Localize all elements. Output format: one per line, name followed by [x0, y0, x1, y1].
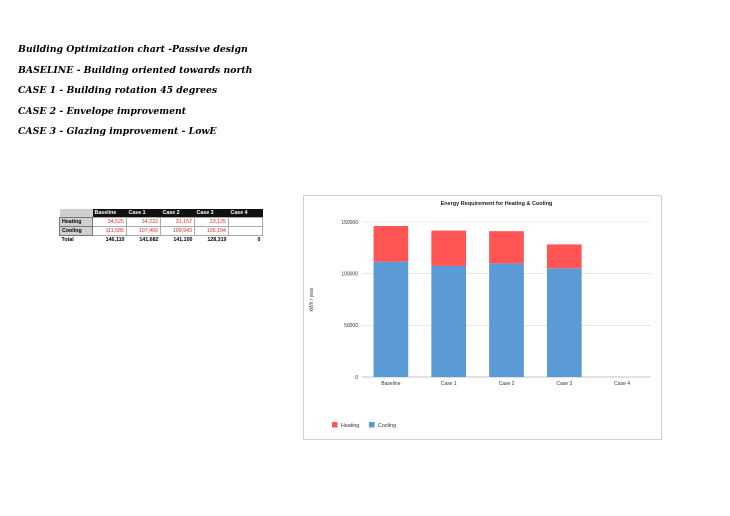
table-row-label: Heating — [59, 217, 93, 227]
y-tick-label: 50000 — [344, 323, 358, 329]
table-cell: 34,222 — [126, 217, 161, 227]
table-col-header: Case 2 — [160, 209, 195, 218]
x-tick-label: Case 2 — [499, 381, 515, 387]
table-cell — [228, 217, 263, 227]
y-tick-label: 150000 — [341, 220, 358, 226]
bar-cooling — [373, 261, 409, 377]
table-row-label: Cooling — [59, 226, 93, 236]
chart-title: Energy Requirement for Heating & Cooling — [441, 201, 553, 207]
heading-case-3: CASE 3 - Glazing improvement - LowE — [18, 126, 217, 137]
table-cell: 0 — [257, 237, 261, 243]
heading-title: Building Optimization chart -Passive des… — [18, 44, 248, 55]
legend-label: Cooling — [378, 423, 396, 429]
bar-cooling — [546, 268, 582, 377]
table-row-total: Total 146,110 141,682 141,100 128,319 0 — [60, 236, 263, 245]
table-cell: 141,100 — [173, 237, 193, 243]
table-cell: 31,157 — [160, 217, 195, 227]
heading-case-1: CASE 1 - Building rotation 45 degrees — [18, 85, 218, 96]
table-col-header: Baseline — [92, 209, 127, 218]
heading-baseline: BASELINE - Building oriented towards nor… — [18, 64, 253, 76]
x-tick-label: Case 1 — [441, 381, 457, 387]
heading-list: Building Optimization chart -Passive des… — [18, 45, 252, 148]
heading-case-2: CASE 2 - Envelope improvement — [18, 105, 187, 117]
table-cell: 128,319 — [207, 237, 227, 243]
x-tick-label: Case 4 — [614, 381, 630, 387]
table-cell: 146,110 — [105, 237, 125, 243]
table-cell: 107,460 — [126, 226, 161, 236]
table-col-header: Case 4 — [228, 209, 263, 218]
table-cell — [228, 226, 263, 236]
bar-cooling — [431, 265, 467, 377]
table-row-cooling: Cooling 111,585 107,460 109,943 105,194 — [59, 226, 263, 236]
legend-label: Heating — [341, 423, 359, 429]
table-cell: 23,125 — [194, 217, 229, 227]
y-tick-label: 100000 — [341, 271, 358, 277]
table-row-label: Total — [61, 237, 74, 243]
table-cell: 111,585 — [92, 226, 127, 236]
data-table: Baseline Case 1 Case 2 Case 3 Case 4 Hea… — [59, 209, 263, 244]
table-cell: 105,194 — [194, 226, 229, 236]
bar-heating — [546, 244, 582, 269]
legend-swatch — [369, 422, 375, 428]
table-col-header: Case 1 — [126, 209, 161, 218]
table-cell: 141,682 — [139, 237, 159, 243]
bar-cooling — [489, 263, 524, 377]
table-cell: 34,525 — [92, 217, 127, 227]
bar-heating — [431, 230, 467, 266]
bar-heating — [489, 231, 524, 264]
chart-frame: Energy Requirement for Heating & Cooling… — [303, 195, 662, 440]
table-cell: 109,943 — [160, 226, 195, 236]
y-tick-label: 0 — [355, 375, 358, 381]
stacked-bar-chart: Energy Requirement for Heating & Cooling… — [309, 201, 651, 429]
x-tick-label: Case 3 — [556, 381, 572, 387]
table-header-row: Baseline Case 1 Case 2 Case 3 Case 4 — [59, 209, 263, 218]
bar-heating — [373, 226, 409, 262]
table-corner-cell — [59, 209, 93, 218]
legend-swatch — [332, 422, 338, 428]
y-axis-label: kWh / year — [309, 287, 315, 311]
table-row-heating: Heating 34,525 34,222 31,157 23,125 — [59, 217, 263, 227]
table-col-header: Case 3 — [194, 209, 229, 218]
x-tick-label: Baseline — [381, 381, 400, 387]
